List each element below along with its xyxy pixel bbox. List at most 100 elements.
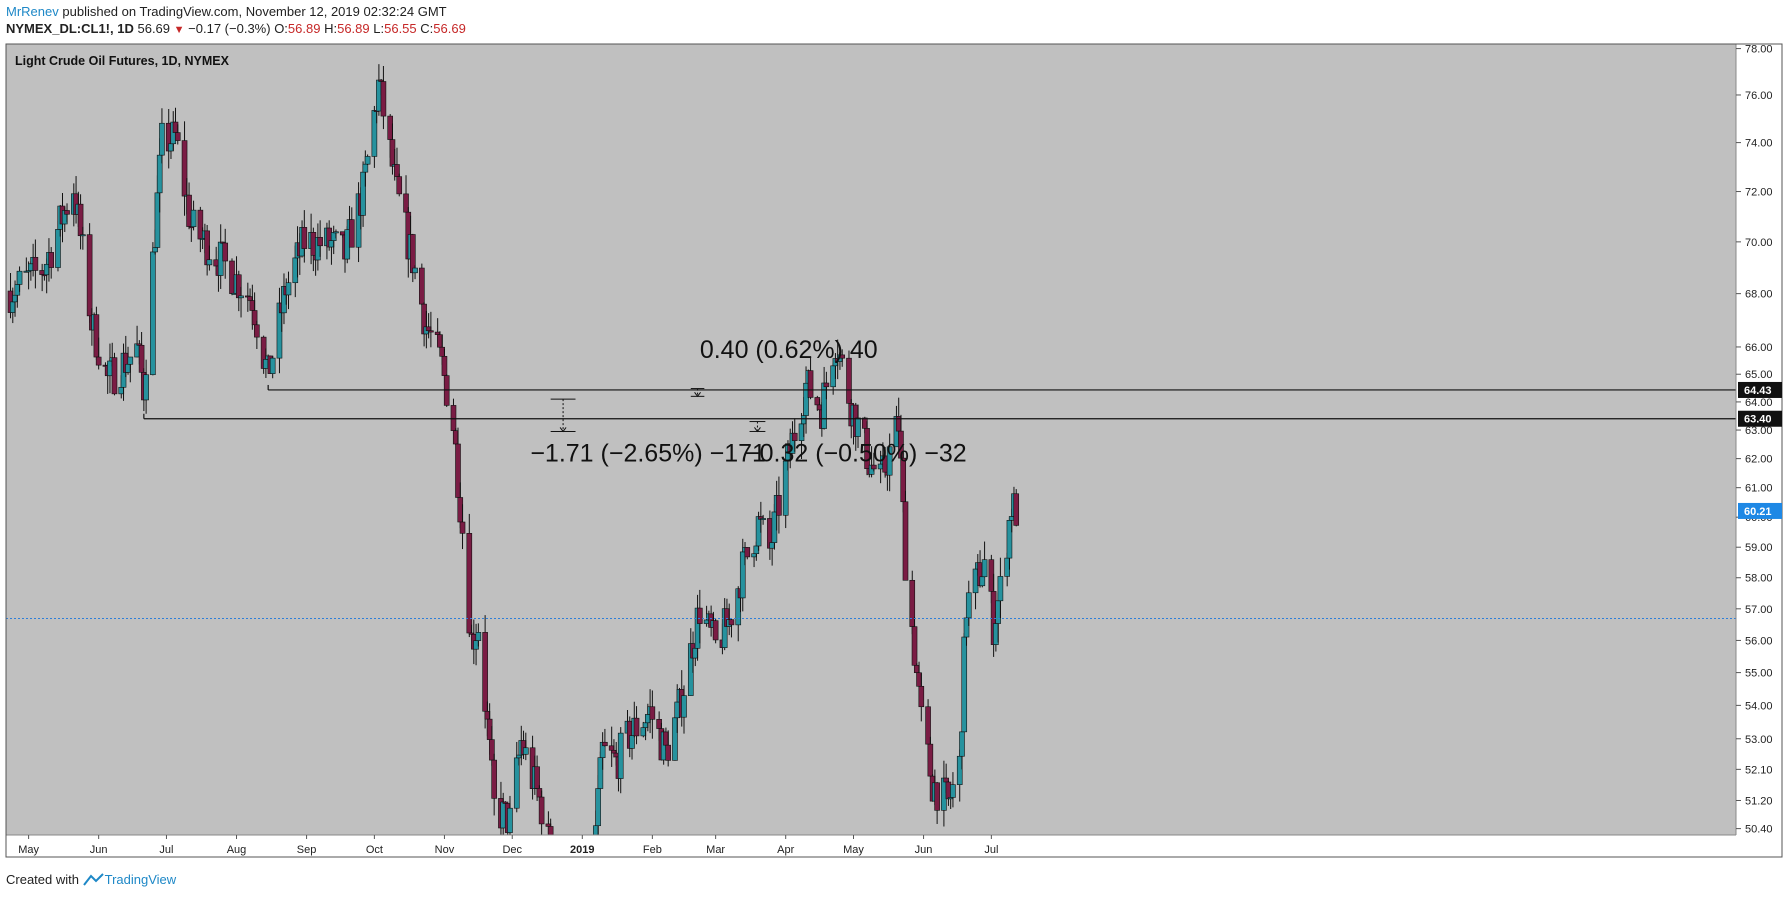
candle-body	[317, 237, 323, 247]
candle-body	[925, 706, 931, 745]
candle-body	[138, 344, 145, 373]
candle	[871, 452, 877, 472]
candle	[190, 200, 197, 231]
candle	[64, 203, 70, 223]
measure-annotation-text: 0.40 (0.62%) 40	[700, 336, 878, 364]
candle-body	[823, 382, 830, 388]
candle-body	[782, 460, 789, 516]
y-tick-label: 72.00	[1745, 187, 1773, 199]
last-price: 56.69	[137, 21, 171, 36]
candle-body	[292, 257, 299, 284]
candle-body	[425, 326, 432, 332]
y-tick-label: 61.00	[1745, 483, 1773, 495]
candle-body	[536, 788, 543, 798]
candle	[396, 173, 403, 197]
candle-body	[394, 164, 400, 177]
candle	[665, 730, 671, 767]
candle-body	[441, 356, 448, 376]
price-range-measure	[690, 388, 705, 398]
open-label: O:	[274, 21, 288, 36]
tradingview-brand[interactable]: TradingView	[104, 872, 177, 887]
current-price-box	[1738, 502, 1782, 519]
candle-body	[981, 559, 988, 578]
candle-body	[238, 295, 244, 299]
candle-body	[909, 579, 916, 627]
candle	[934, 781, 940, 824]
candle-body	[403, 193, 409, 213]
price-range-measure	[550, 398, 576, 433]
x-tick-label: Nov	[435, 844, 455, 856]
candle	[364, 154, 371, 166]
candle-body	[649, 706, 656, 720]
candle-body	[943, 777, 949, 783]
candle-body	[172, 121, 179, 133]
candle-body	[475, 632, 482, 641]
candle-body	[902, 501, 909, 581]
candle-body	[672, 717, 678, 761]
candle	[174, 124, 181, 145]
drawings-layer	[6, 384, 1736, 620]
candle-body	[206, 259, 213, 266]
candle-body	[997, 576, 1004, 602]
candle-body	[254, 324, 260, 338]
candle	[681, 685, 687, 734]
candle-body	[665, 744, 671, 761]
x-tick-label: Jul	[159, 844, 173, 856]
high-value: 56.89	[337, 21, 370, 36]
x-tick-label: Dec	[502, 844, 522, 856]
candle-body	[934, 782, 940, 811]
candle	[285, 271, 292, 310]
measure-arrow-icon	[694, 392, 701, 398]
candle	[712, 618, 719, 644]
publish-info: MrRenev published on TradingView.com, No…	[6, 4, 447, 19]
candle-body	[64, 210, 70, 215]
candle-body	[14, 284, 21, 296]
candle-body	[285, 282, 292, 296]
candle-body	[77, 203, 84, 237]
y-tick-label: 58.00	[1745, 573, 1773, 585]
candle-body	[791, 432, 798, 441]
candle-body	[181, 140, 188, 197]
candle	[633, 706, 640, 745]
candle-body	[419, 267, 425, 305]
candle-body	[911, 626, 918, 666]
candle-body	[434, 331, 441, 335]
candle-body	[362, 163, 369, 173]
candle-body	[269, 357, 276, 374]
y-tick-label: 66.00	[1745, 342, 1773, 354]
candle-body	[489, 739, 495, 761]
x-tick-label: May	[843, 844, 864, 856]
price-label-box	[1738, 410, 1782, 427]
published-text: published on TradingView.com, November 1…	[62, 4, 447, 19]
candle	[150, 242, 156, 376]
price-axis[interactable]: 78.00 76.00 74.00 72.00 70.00 68.00 66.00 65.00…	[1736, 44, 1782, 836]
candle	[728, 618, 735, 638]
candle-body	[459, 521, 466, 534]
candle	[855, 404, 861, 448]
y-tick-label: 56.00	[1745, 635, 1773, 647]
candle-body	[154, 192, 161, 248]
y-tick-label: 51.20	[1745, 795, 1773, 807]
time-axis[interactable]: May Jun Jul Aug Sep Oct Nov Dec 2019 Feb Mar Apr May…	[18, 835, 998, 856]
y-tick-label: 68.00	[1745, 289, 1773, 301]
candle-body	[855, 417, 861, 437]
candle-body	[95, 356, 102, 366]
candle-body	[143, 374, 149, 401]
plot-area[interactable]	[6, 44, 1736, 835]
candle	[697, 589, 703, 644]
candle-body	[871, 464, 877, 470]
candle-body	[1004, 557, 1010, 577]
low-label: L:	[373, 21, 385, 36]
candle	[86, 223, 93, 323]
candle-body	[769, 542, 775, 549]
candle-body	[513, 757, 520, 809]
candles-layer	[7, 64, 1020, 836]
candle	[491, 753, 497, 816]
author-name[interactable]: MrRenev	[6, 4, 59, 19]
candle-body	[174, 132, 181, 141]
candle	[459, 504, 466, 550]
open-value: 56.89	[287, 21, 321, 36]
candle	[206, 245, 213, 271]
close-label: C:	[420, 21, 434, 36]
